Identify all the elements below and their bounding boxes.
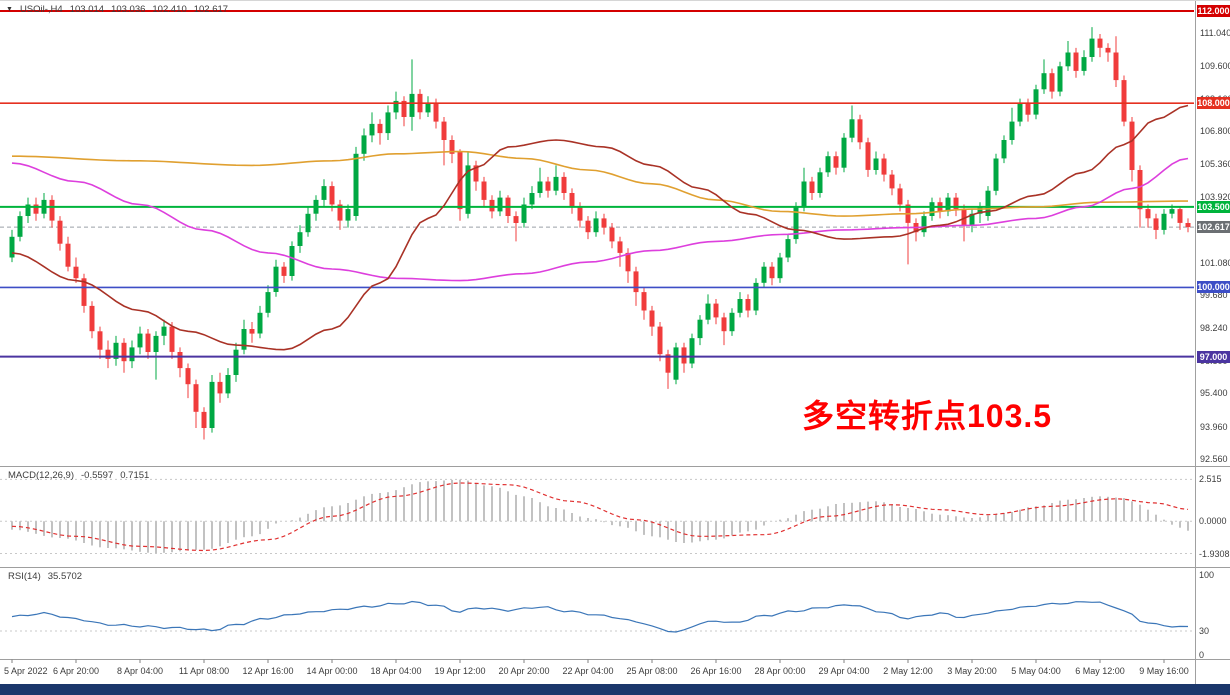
time-axis-label: 6 Apr 20:00 — [52, 666, 100, 676]
time-axis-label: 5 May 04:00 — [1011, 666, 1061, 676]
time-axis-label: 11 Apr 08:00 — [178, 666, 230, 676]
ohlc-close: 102.617 — [193, 4, 229, 15]
rsi-value: 35.5702 — [47, 571, 83, 582]
time-axis-label: 18 Apr 04:00 — [370, 666, 422, 676]
price-tick-label: 111.040 — [1200, 28, 1230, 39]
time-axis-label: 22 Apr 04:00 — [562, 666, 614, 676]
price-tick-label: 105.360 — [1200, 158, 1230, 169]
status-bar — [0, 684, 1230, 695]
symbol-ohlc-header: ▼ USOil-,H4 103.014 103.036 102.410 102.… — [6, 4, 228, 15]
time-axis-label: 29 Apr 04:00 — [818, 666, 870, 676]
price-level-badge: 97.000 — [1197, 350, 1230, 363]
symbol-timeframe: USOil-,H4 — [19, 4, 63, 15]
price-tick-label: 99.680 — [1200, 289, 1228, 300]
price-level-badge: 108.000 — [1197, 97, 1230, 110]
time-axis-label: 3 May 20:00 — [947, 666, 997, 676]
time-axis-label: 12 Apr 16:00 — [242, 666, 294, 676]
macd-axis-label: 0.0000 — [1199, 516, 1227, 527]
time-axis-label: 2 May 12:00 — [883, 666, 933, 676]
macd-signal-line — [11, 482, 1189, 552]
price-level-badge: 102.617 — [1197, 221, 1230, 234]
price-tick-label: 95.400 — [1200, 388, 1228, 399]
ohlc-low: 102.410 — [152, 4, 187, 15]
rsi-axis-label: 0 — [1199, 650, 1205, 660]
ma-slow-orange-line — [12, 150, 1188, 217]
chart-dropdown-icon[interactable]: ▼ — [6, 6, 13, 13]
rsi-name: RSI(14) — [8, 571, 41, 582]
time-axis-label: 19 Apr 12:00 — [434, 666, 486, 676]
time-axis-label: 9 May 16:00 — [1139, 666, 1189, 676]
rsi-indicator-label: RSI(14) 35.5702 — [8, 571, 82, 582]
macd-signal-value: 0.7151 — [120, 470, 150, 481]
price-tick-label: 101.080 — [1200, 257, 1230, 268]
ma-mid-magenta-line — [11, 157, 1189, 282]
ohlc-open: 103.014 — [69, 4, 105, 15]
rsi-axis-label: 30 — [1199, 626, 1210, 636]
macd-axis-label: 2.515 — [1199, 474, 1222, 485]
candlestick-series — [9, 27, 1191, 440]
macd-histogram — [11, 479, 1189, 553]
annotation-text: 多空转折点103.5 — [802, 398, 1053, 434]
time-axis-label: 6 May 12:00 — [1075, 666, 1125, 676]
time-axis-label: 20 Apr 20:00 — [498, 666, 550, 676]
ohlc-high: 103.036 — [111, 4, 146, 15]
price-level-badge: 100.000 — [1197, 281, 1230, 294]
time-axis-label: 5 Apr 2022 — [4, 666, 48, 676]
macd-indicator-label: MACD(12,26,9) -0.5597 0.7151 — [8, 470, 149, 481]
price-tick-label: 92.560 — [1200, 453, 1228, 464]
time-axis-label: 8 Apr 04:00 — [116, 666, 164, 676]
price-tick-label: 106.800 — [1200, 125, 1230, 136]
rsi-axis-label: 100 — [1199, 570, 1215, 580]
price-tick-label: 93.960 — [1200, 421, 1228, 432]
macd-main-value: -0.5597 — [81, 470, 114, 481]
macd-axis-label: -1.9308 — [1199, 548, 1230, 559]
rsi-line — [11, 600, 1189, 633]
price-tick-label: 98.240 — [1200, 323, 1228, 334]
time-axis-label: 26 Apr 16:00 — [690, 666, 742, 676]
price-axis[interactable]: 2.515 0.0000 -1.9308 100 30 0 111.040 109.600 10… — [1195, 1, 1230, 684]
macd-name: MACD(12,26,9) — [8, 470, 74, 481]
time-axis-label: 14 Apr 00:00 — [306, 666, 358, 676]
time-axis[interactable]: 5 Apr 2022 6 Apr 20:00 8 Apr 04:00 11 Apr 0… — [0, 660, 1195, 684]
price-tick-label: 103.920 — [1200, 192, 1230, 203]
price-tick-label: 109.600 — [1200, 61, 1230, 72]
time-axis-label: 28 Apr 00:00 — [754, 666, 806, 676]
price-level-badge: 112.000 — [1197, 5, 1230, 17]
time-axis-label: 25 Apr 08:00 — [626, 666, 678, 676]
ma-fast-darkred-line — [11, 104, 1189, 351]
price-level-badge: 103.500 — [1197, 200, 1230, 213]
